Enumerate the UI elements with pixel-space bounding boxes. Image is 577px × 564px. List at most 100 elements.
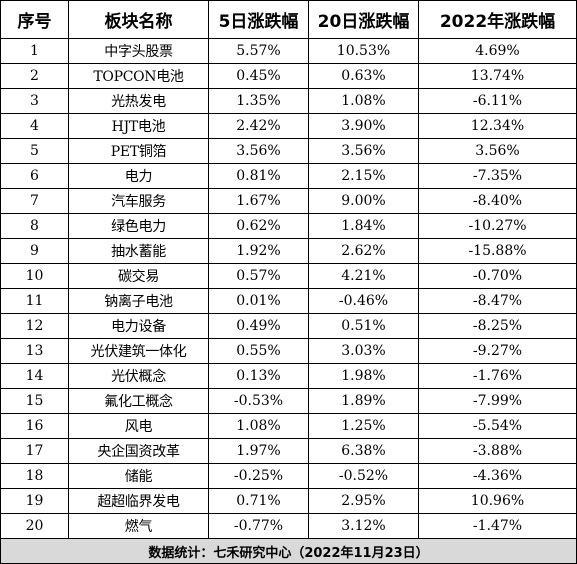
sector-name: 绿色电力 [68, 213, 209, 239]
change-2022: -8.47% [418, 288, 577, 314]
change-2022: 12.34% [418, 113, 577, 139]
row-index: 1 [0, 38, 69, 64]
change-5day: 1.92% [208, 238, 309, 264]
change-2022: -10.27% [418, 213, 577, 239]
change-5day: 0.81% [208, 163, 309, 189]
sector-name: 光伏概念 [68, 363, 209, 389]
table-row: 6 电力 0.81% 2.15% -7.35% [0, 163, 577, 189]
header-20day-change: 20日涨跌幅 [308, 0, 419, 39]
change-20day: 10.53% [308, 38, 419, 64]
header-index: 序号 [0, 0, 69, 39]
table-row: 7 汽车服务 1.67% 9.00% -8.40% [0, 188, 577, 214]
sector-name: 央企国资改革 [68, 438, 209, 464]
row-index: 8 [0, 213, 69, 239]
change-2022: 10.96% [418, 488, 577, 514]
footer-row: 数据统计：七禾研究中心（2022年11月23日） [0, 538, 577, 564]
sector-name: 超超临界发电 [68, 488, 209, 514]
row-index: 17 [0, 438, 69, 464]
change-2022: -1.47% [418, 513, 577, 539]
table-row: 9 抽水蓄能 1.92% 2.62% -15.88% [0, 238, 577, 264]
table-row: 15 氟化工概念 -0.53% 1.89% -7.99% [0, 388, 577, 414]
table-row: 13 光伏建筑一体化 0.55% 3.03% -9.27% [0, 338, 577, 364]
change-20day: 0.63% [308, 63, 419, 89]
sector-name: 汽车服务 [68, 188, 209, 214]
change-20day: 4.21% [308, 263, 419, 289]
header-5day-change: 5日涨跌幅 [208, 0, 309, 39]
sector-name: 氟化工概念 [68, 388, 209, 414]
table-row: 4 HJT电池 2.42% 3.90% 12.34% [0, 113, 577, 139]
row-index: 12 [0, 313, 69, 339]
header-2022-change: 2022年涨跌幅 [418, 0, 577, 39]
change-2022: -15.88% [418, 238, 577, 264]
header-sector-name: 板块名称 [68, 0, 209, 39]
change-5day: 0.01% [208, 288, 309, 314]
table-row: 11 钠离子电池 0.01% -0.46% -8.47% [0, 288, 577, 314]
sector-name: HJT电池 [68, 113, 209, 139]
change-5day: -0.53% [208, 388, 309, 414]
change-5day: 0.55% [208, 338, 309, 364]
table-row: 12 电力设备 0.49% 0.51% -8.25% [0, 313, 577, 339]
sector-name: 碳交易 [68, 263, 209, 289]
change-20day: 2.62% [308, 238, 419, 264]
change-2022: -7.35% [418, 163, 577, 189]
row-index: 19 [0, 488, 69, 514]
change-2022: -5.54% [418, 413, 577, 439]
change-20day: 3.12% [308, 513, 419, 539]
table-row: 19 超超临界发电 0.71% 2.95% 10.96% [0, 488, 577, 514]
change-5day: 0.49% [208, 313, 309, 339]
row-index: 15 [0, 388, 69, 414]
row-index: 9 [0, 238, 69, 264]
row-index: 6 [0, 163, 69, 189]
table-row: 16 风电 1.08% 1.25% -5.54% [0, 413, 577, 439]
row-index: 4 [0, 113, 69, 139]
change-20day: 0.51% [308, 313, 419, 339]
change-5day: 0.45% [208, 63, 309, 89]
change-5day: 0.71% [208, 488, 309, 514]
change-5day: 1.97% [208, 438, 309, 464]
sector-name: 燃气 [68, 513, 209, 539]
change-20day: 2.95% [308, 488, 419, 514]
sector-name: PET铜箔 [68, 138, 209, 164]
row-index: 7 [0, 188, 69, 214]
change-20day: 9.00% [308, 188, 419, 214]
table-row: 1 中字头股票 5.57% 10.53% 4.69% [0, 38, 577, 64]
row-index: 18 [0, 463, 69, 489]
change-5day: 0.13% [208, 363, 309, 389]
change-20day: 3.56% [308, 138, 419, 164]
change-5day: 0.57% [208, 263, 309, 289]
change-2022: -0.70% [418, 263, 577, 289]
change-20day: 2.15% [308, 163, 419, 189]
sector-name: 抽水蓄能 [68, 238, 209, 264]
row-index: 11 [0, 288, 69, 314]
change-5day: -0.77% [208, 513, 309, 539]
sector-name: 风电 [68, 413, 209, 439]
sector-name: 中字头股票 [68, 38, 209, 64]
change-20day: 1.89% [308, 388, 419, 414]
row-index: 20 [0, 513, 69, 539]
table-row: 18 储能 -0.25% -0.52% -4.36% [0, 463, 577, 489]
table-row: 8 绿色电力 0.62% 1.84% -10.27% [0, 213, 577, 239]
sector-name: 电力设备 [68, 313, 209, 339]
change-2022: 13.74% [418, 63, 577, 89]
change-2022: -4.36% [418, 463, 577, 489]
change-5day: 5.57% [208, 38, 309, 64]
table-row: 2 TOPCON电池 0.45% 0.63% 13.74% [0, 63, 577, 89]
table-row: 5 PET铜箔 3.56% 3.56% 3.56% [0, 138, 577, 164]
change-20day: -0.52% [308, 463, 419, 489]
sector-name: 储能 [68, 463, 209, 489]
sector-name: 光伏建筑一体化 [68, 338, 209, 364]
row-index: 16 [0, 413, 69, 439]
change-5day: 3.56% [208, 138, 309, 164]
change-20day: 1.84% [308, 213, 419, 239]
change-20day: 1.25% [308, 413, 419, 439]
change-5day: 1.35% [208, 88, 309, 114]
sector-name: 钠离子电池 [68, 288, 209, 314]
change-20day: 6.38% [308, 438, 419, 464]
table-row: 3 光热发电 1.35% 1.08% -6.11% [0, 88, 577, 114]
change-20day: 1.98% [308, 363, 419, 389]
table-row: 20 燃气 -0.77% 3.12% -1.47% [0, 513, 577, 539]
sector-name: TOPCON电池 [68, 63, 209, 89]
change-2022: -7.99% [418, 388, 577, 414]
change-2022: -3.88% [418, 438, 577, 464]
